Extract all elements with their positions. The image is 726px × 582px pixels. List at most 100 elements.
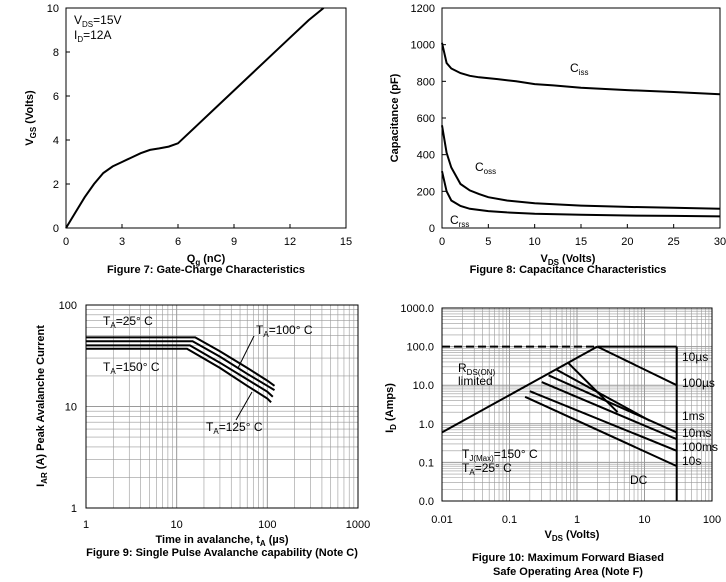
fig9-x-tick-label: 10 [171, 519, 183, 531]
fig7-y-tick-label: 10 [47, 3, 59, 15]
text-run: =150° C [494, 447, 538, 461]
fig10-line-100ms [541, 381, 678, 441]
fig7-y-tick-label: 6 [53, 91, 59, 103]
fig10-condition-ta: TA=25° C [462, 461, 512, 477]
fig10-plot-frame [441, 307, 713, 502]
text-run: I [74, 28, 77, 42]
text-run: =15V [93, 13, 121, 27]
subscript: A [110, 321, 116, 330]
fig7-x-tick-label: 6 [175, 236, 181, 248]
subscript: D [389, 424, 398, 430]
fig8-series-ciss [441, 42, 721, 96]
text-run: =12A [83, 28, 111, 42]
fig7-gate-charge-curve [65, 7, 325, 229]
fig8-label-ciss: Ciss [570, 61, 588, 77]
fig8-y-tick-label: 1200 [411, 3, 435, 15]
fig8-y-tick-label: 200 [417, 186, 435, 198]
text-run: T [103, 360, 111, 374]
fig7-x-tick-label: 12 [284, 236, 296, 248]
text-run: (Volts) [559, 253, 596, 265]
fig10-x-tick-label: 10 [638, 514, 650, 526]
fig9-label-ta-25: TA=25° C [103, 314, 153, 330]
text-run: R [458, 361, 467, 375]
fig8-y-tick-label: 400 [417, 150, 435, 162]
fig10-line-10s [529, 390, 678, 452]
fig8-series-coss [441, 125, 721, 210]
text-run: T [206, 420, 214, 434]
fig7-condition-vds: VDS=15V [74, 13, 122, 29]
text-run: C [450, 213, 459, 227]
text-run: =25° C [116, 314, 153, 328]
text-run: V [24, 138, 36, 146]
fig10-y-tick-label: 0.1 [419, 457, 434, 469]
fig9-plot-frame [85, 304, 359, 509]
text-run: C [570, 61, 579, 75]
subscript: J(Max) [469, 454, 494, 463]
text-run: V [541, 253, 549, 265]
fig8-y-tick-label: 1000 [411, 40, 435, 52]
text-run: T [103, 314, 111, 328]
fig10-x-tick-label: 0.1 [502, 514, 517, 526]
fig10-caption-line1: Figure 10: Maximum Forward Biased [472, 552, 664, 564]
text-run: =100° C [269, 323, 313, 337]
fig8-x-tick-label: 25 [668, 236, 680, 248]
fig10-x-tick-label: 100 [703, 514, 721, 526]
subscript: A [260, 539, 266, 548]
subscript: A [469, 468, 475, 477]
fig9-y-tick-label: 1 [71, 503, 77, 515]
text-run: T [462, 461, 470, 475]
fig8-label-crss: Crss [450, 213, 469, 229]
fig10-label-100s: 100µs [682, 376, 715, 390]
fig8-x-tick-label: 10 [529, 236, 541, 248]
fig10-y-tick-label: 0.0 [419, 496, 434, 508]
fig7-x-tick-label: 15 [340, 236, 352, 248]
fig10-line-rds-on-limited [441, 345, 598, 434]
subscript: D [77, 35, 83, 44]
fig8-series-crss [441, 170, 721, 218]
fig9-label-ta-100: TA=100° C [256, 323, 313, 339]
fig7-x-tick-label: 3 [119, 236, 125, 248]
text-run: Time in avalanche, t [156, 534, 261, 546]
fig8-y-tick-label: 600 [417, 113, 435, 125]
fig10-x-axis-label: VDS (Volts) [545, 529, 600, 543]
text-run: T [256, 323, 264, 337]
text-run: =125° C [219, 420, 263, 434]
subscript: DS [82, 20, 93, 29]
fig8-y-tick-label: 0 [429, 223, 435, 235]
fig9-label-ta-125: TA=125° C [206, 420, 263, 436]
fig7-caption: Figure 7: Gate-Charge Characteristics [107, 264, 305, 276]
fig10-line-dc [524, 395, 678, 468]
fig9-curve-ta-25 [86, 336, 276, 387]
fig8-x-tick-label: 0 [439, 236, 445, 248]
fig7-x-tick-label: 0 [63, 236, 69, 248]
text-run: =150° C [116, 360, 160, 374]
fig10-condition-tj: TJ(Max)=150° C [462, 447, 538, 463]
fig10-line-10-s [596, 345, 678, 387]
fig10-caption-line2: Safe Operating Area (Note F) [493, 566, 643, 578]
text-run: V [74, 13, 82, 27]
fig7-y-axis-label: VGS (Volts) [24, 90, 38, 146]
subscript: AR [40, 472, 49, 484]
text-run: Q [187, 253, 196, 265]
fig9-x-tick-label: 1 [83, 519, 89, 531]
fig7-plot-frame [65, 7, 347, 229]
fig8-x-tick-label: 20 [621, 236, 633, 248]
fig7-y-tick-label: 0 [53, 223, 59, 235]
subscript: A [213, 427, 219, 436]
fig10-rdson-label: RDS(ON) [458, 361, 495, 377]
fig9-curve-ta-150 [86, 347, 272, 404]
fig10-y-tick-label: 10.0 [413, 380, 434, 392]
text-run: I [384, 430, 396, 433]
fig8-x-tick-label: 30 [714, 236, 726, 248]
fig10-y-tick-label: 1000.0 [400, 303, 434, 315]
fig8-x-tick-label: 15 [575, 236, 587, 248]
fig9-leader-125 [235, 391, 253, 421]
fig7-x-axis-label: Qg (nC) [187, 253, 226, 267]
subscript: rss [459, 220, 470, 229]
fig9-x-tick-label: 100 [258, 519, 276, 531]
text-run: V [545, 529, 553, 541]
fig10-y-tick-label: 100.0 [406, 342, 434, 354]
fig9-label-ta-150: TA=150° C [103, 360, 160, 376]
fig10-y-tick-label: 1.0 [419, 419, 434, 431]
